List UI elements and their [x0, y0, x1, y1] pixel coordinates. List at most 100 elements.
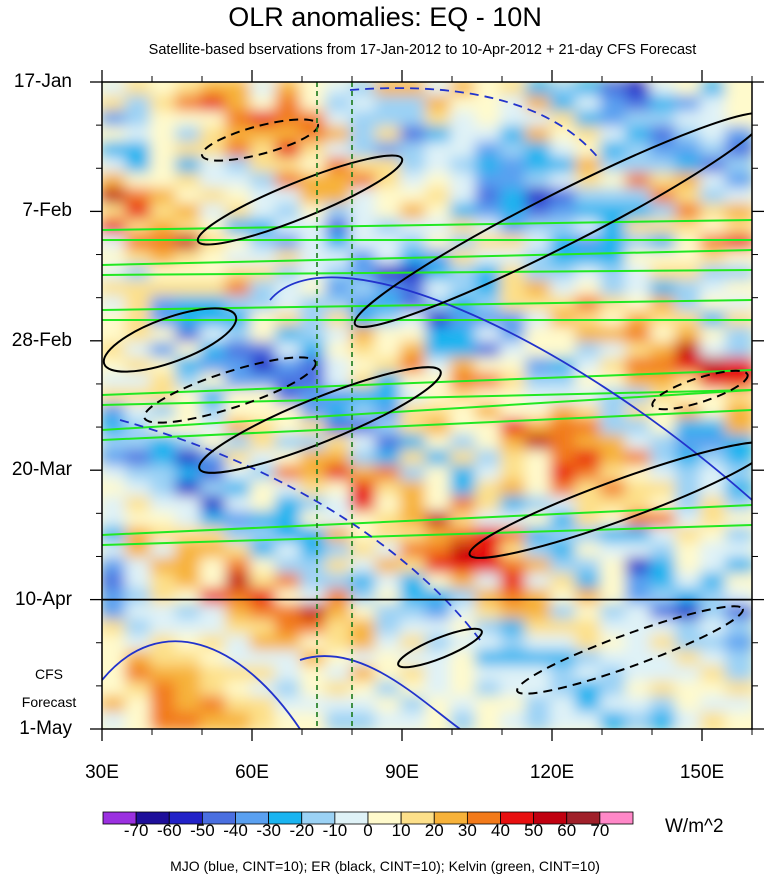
field-cell	[550, 557, 579, 577]
field-cell	[575, 557, 604, 577]
field-cell	[125, 126, 154, 146]
kelvin-contour	[102, 524, 752, 546]
field-cell	[550, 110, 579, 131]
field-cell	[350, 110, 379, 131]
field-cell	[725, 172, 752, 192]
field-cell	[225, 203, 254, 223]
field-cell	[375, 588, 404, 608]
field-cell	[350, 588, 379, 608]
field-cell	[425, 557, 454, 577]
field-cell	[325, 110, 354, 131]
field-cell	[200, 82, 229, 100]
field-cell	[150, 634, 179, 654]
field-cell	[102, 465, 129, 485]
field-cell	[575, 696, 604, 716]
field-cell	[102, 680, 129, 701]
field-cell	[625, 603, 654, 624]
field-cell	[250, 634, 279, 654]
field-cell	[300, 95, 329, 115]
field-cell	[625, 480, 654, 500]
field-cell	[700, 280, 729, 300]
field-cell	[475, 249, 504, 269]
field-cell	[725, 110, 752, 131]
field-cell	[525, 203, 554, 223]
field-cell	[300, 187, 329, 208]
field-cell	[425, 465, 454, 485]
field-cell	[125, 234, 154, 254]
field-cell	[600, 542, 629, 562]
field-cell	[650, 649, 679, 670]
field-cell	[500, 157, 529, 177]
field-cell	[325, 649, 354, 670]
field-cell	[550, 234, 579, 254]
field-cell	[300, 126, 329, 146]
field-cell	[225, 249, 254, 269]
field-cell	[650, 172, 679, 192]
field-cell	[350, 172, 379, 192]
field-cell	[102, 388, 129, 408]
field-cell	[500, 619, 529, 639]
field-cell	[250, 110, 279, 131]
field-cell	[600, 218, 629, 239]
field-cell	[725, 542, 752, 562]
field-cell	[225, 141, 254, 162]
field-cell	[475, 95, 504, 115]
er-contour	[196, 154, 404, 246]
field-cell	[600, 126, 629, 146]
field-cell	[550, 82, 579, 100]
field-cell	[600, 82, 629, 100]
field-cell	[625, 680, 654, 701]
field-cell	[375, 711, 404, 729]
field-cell	[150, 449, 179, 470]
field-cell	[300, 110, 329, 131]
field-cell	[375, 495, 404, 516]
field-cell	[125, 110, 154, 131]
field-cell	[350, 634, 379, 654]
field-cell	[600, 187, 629, 208]
field-cell	[500, 711, 529, 729]
field-cell	[250, 326, 279, 346]
field-cell	[550, 619, 579, 639]
field-cell	[475, 634, 504, 654]
field-cell	[600, 295, 629, 316]
field-cell	[575, 372, 604, 393]
field-cell	[150, 95, 179, 115]
field-cell	[625, 172, 654, 192]
field-cell	[625, 665, 654, 685]
field-cell	[650, 434, 679, 454]
field-cell	[225, 649, 254, 670]
field-cell	[550, 264, 579, 285]
field-cell	[675, 572, 704, 593]
field-cell	[650, 511, 679, 531]
field-cell	[725, 249, 752, 269]
field-cell	[125, 187, 154, 208]
field-cell	[275, 187, 304, 208]
field-cell	[250, 480, 279, 500]
field-cell	[275, 341, 304, 362]
field-cell	[325, 234, 354, 254]
field-cell	[450, 634, 479, 654]
field-cell	[675, 480, 704, 500]
field-cell	[500, 495, 529, 516]
field-cell	[625, 572, 654, 593]
field-cell	[525, 341, 554, 362]
field-cell	[550, 157, 579, 177]
field-cell	[450, 557, 479, 577]
field-cell	[225, 696, 254, 716]
y-tick-label: 28-Feb	[11, 329, 72, 351]
field-cell	[675, 649, 704, 670]
olr-anomaly-field	[102, 82, 752, 729]
field-cell	[575, 649, 604, 670]
field-cell	[250, 511, 279, 531]
field-cell	[425, 588, 454, 608]
x-tick-label: 90E	[385, 762, 419, 783]
field-cell	[700, 680, 729, 701]
field-cell	[425, 187, 454, 208]
kelvin-contour	[102, 504, 752, 536]
field-cell	[650, 619, 679, 639]
field-cell	[350, 480, 379, 500]
field-cell	[450, 326, 479, 346]
field-cell	[425, 203, 454, 223]
field-cell	[200, 110, 229, 131]
field-cell	[625, 434, 654, 454]
